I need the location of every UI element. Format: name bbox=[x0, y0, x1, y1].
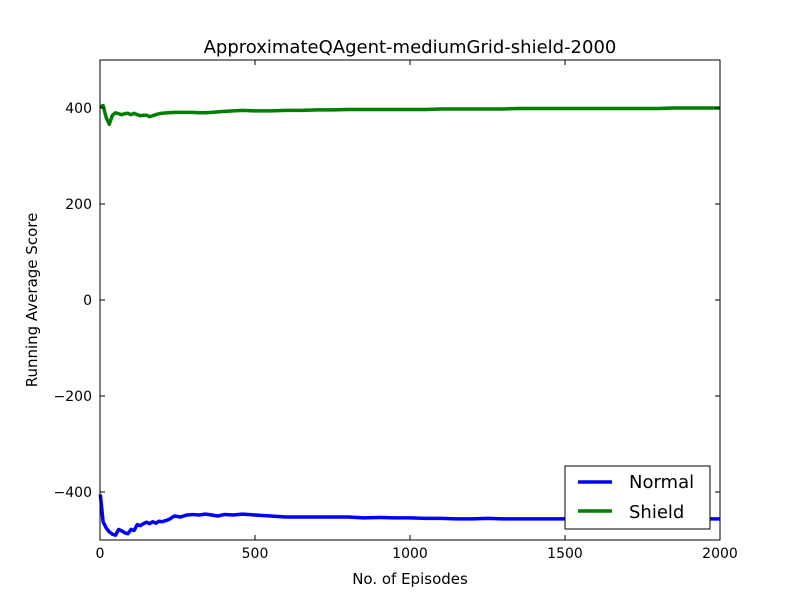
series-line-shield bbox=[99, 103, 720, 127]
y-tick-label: −400 bbox=[54, 485, 92, 501]
legend-label-shield: Shield bbox=[629, 502, 684, 523]
legend-box bbox=[564, 465, 711, 530]
x-tick-label: 2000 bbox=[702, 546, 738, 562]
y-axis-label: Running Average Score bbox=[23, 213, 41, 388]
y-tick-label: −200 bbox=[54, 389, 92, 405]
x-tick-label: 1000 bbox=[392, 546, 428, 562]
series-line-normal bbox=[98, 494, 720, 537]
ticks-layer: 0 500 1000 1500 2000 −400 −200 0 200 400 bbox=[54, 60, 738, 562]
x-tick-label: 500 bbox=[242, 546, 269, 562]
x-tick-label: 1500 bbox=[547, 546, 583, 562]
legend-label-normal: Normal bbox=[629, 472, 694, 493]
legend: Normal Shield bbox=[564, 465, 711, 530]
x-axis-label: No. of Episodes bbox=[352, 570, 468, 588]
x-tick-label: 0 bbox=[96, 546, 105, 562]
y-tick-label: 0 bbox=[83, 293, 92, 309]
y-tick-label: 400 bbox=[65, 101, 92, 117]
chart-title: ApproximateQAgent-mediumGrid-shield-2000 bbox=[204, 37, 617, 58]
y-tick-label: 200 bbox=[65, 197, 92, 213]
series-layer bbox=[98, 103, 720, 537]
